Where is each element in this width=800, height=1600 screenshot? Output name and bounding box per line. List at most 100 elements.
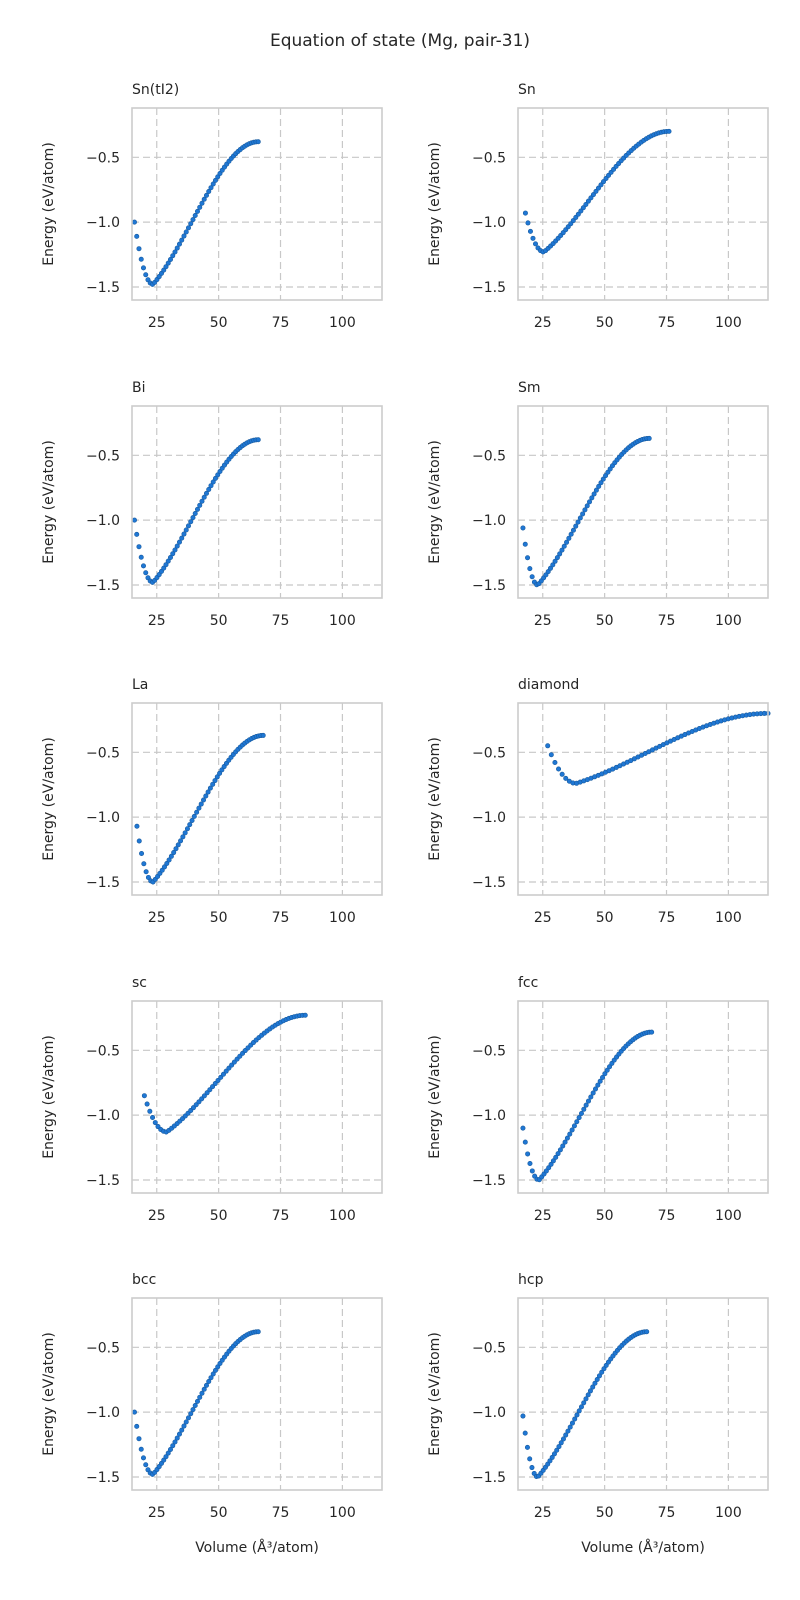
data-point [601,1366,607,1372]
data-point [164,860,170,866]
series-points [134,732,266,885]
data-point [203,1382,209,1388]
data-point [596,1373,602,1379]
panel-frame [517,702,769,896]
eos-panel: La 25 50 75 100 −1.5 −1.0 −0.5 Energy (eV/atom) [41,677,383,926]
panel-title: Sn(tI2) [132,82,179,98]
data-point [599,1369,605,1375]
y-tick-label: −0.5 [472,1340,506,1356]
data-point [590,192,596,198]
data-point [583,201,589,207]
data-point [188,519,194,525]
x-tick-label: 75 [658,1505,676,1521]
data-point [527,1456,533,1462]
data-point [557,551,563,557]
data-point [550,1158,556,1164]
data-point [163,1454,169,1460]
data-point [210,1371,216,1377]
data-point [574,1412,580,1418]
data-point [584,503,590,509]
series-points [131,139,261,287]
data-point [570,218,576,224]
x-tick-label: 75 [272,613,290,629]
data-point [219,767,225,773]
data-point [174,543,180,549]
data-point [190,515,196,521]
eos-panel: Sn(tI2) 25 50 75 100 −1.5 −1.0 −0.5 Energy (eV/a… [41,82,383,331]
data-point [575,519,581,525]
x-tick-label: 25 [148,1208,166,1224]
data-point [196,805,202,811]
data-point [198,801,204,807]
data-point [170,1443,176,1449]
data-point [545,743,551,749]
data-point [604,1067,610,1073]
x-tick-label: 50 [596,315,614,331]
x-axis-label: Volume (Å³/atom) [581,1539,705,1556]
x-tick-label: 100 [715,1208,742,1224]
data-point [181,1423,187,1429]
y-tick-label: −1.0 [86,810,120,826]
data-point [567,1424,573,1430]
x-tick-label: 25 [148,613,166,629]
x-axis-label: Volume (Å³/atom) [195,1539,319,1556]
data-point [522,1139,528,1145]
data-point [180,834,186,840]
data-point [188,221,194,227]
data-point [522,541,528,547]
data-point [141,1093,147,1099]
data-point [161,267,167,273]
data-point [188,1411,194,1417]
data-point [522,1430,528,1436]
data-point [165,558,171,564]
panel-title: diamond [518,677,579,693]
y-tick-label: −0.5 [86,150,120,166]
data-point [600,1074,606,1080]
data-point [524,1444,530,1450]
eos-panel: Sn 25 50 75 100 −1.5 −1.0 −0.5 Energy (eV/atom) [427,82,769,331]
data-point [587,499,593,505]
data-point [165,260,171,266]
panel-title: fcc [518,975,538,991]
data-point [166,857,172,863]
data-point [565,1428,571,1434]
data-point [161,864,167,870]
data-point [587,1388,593,1394]
data-point [569,1420,575,1426]
x-tick-label: 75 [272,910,290,926]
data-point [199,1390,205,1396]
x-tick-label: 75 [658,315,676,331]
data-point [173,846,179,852]
data-point [525,1151,531,1157]
data-point [197,1394,203,1400]
panel-title: bcc [132,1272,156,1288]
y-tick-label: −0.5 [472,150,506,166]
y-tick-label: −1.0 [472,513,506,529]
data-point [206,188,212,194]
data-point [174,245,180,251]
y-tick-label: −0.5 [86,1340,120,1356]
x-tick-label: 50 [210,1505,228,1521]
data-point [564,539,570,545]
y-tick-label: −0.5 [86,448,120,464]
data-point [210,479,216,485]
panel-frame [131,405,383,599]
y-axis-label: Energy (eV/atom) [41,1035,57,1159]
data-point [530,235,536,241]
data-point [585,1098,591,1104]
eos-panel: bcc 25 50 75 100 −1.5 −1.0 −0.5 Energy (eV/atom)… [41,1272,383,1556]
data-point [553,1154,559,1160]
data-point [185,523,191,529]
data-point [574,1119,580,1125]
data-point [580,205,586,211]
data-point [167,257,173,263]
data-point [527,228,533,234]
data-point [644,1329,650,1335]
data-point [589,495,595,501]
x-tick-label: 25 [534,315,552,331]
data-point [566,535,572,541]
data-point [185,1415,191,1421]
data-point [215,174,221,180]
data-point [572,1416,578,1422]
